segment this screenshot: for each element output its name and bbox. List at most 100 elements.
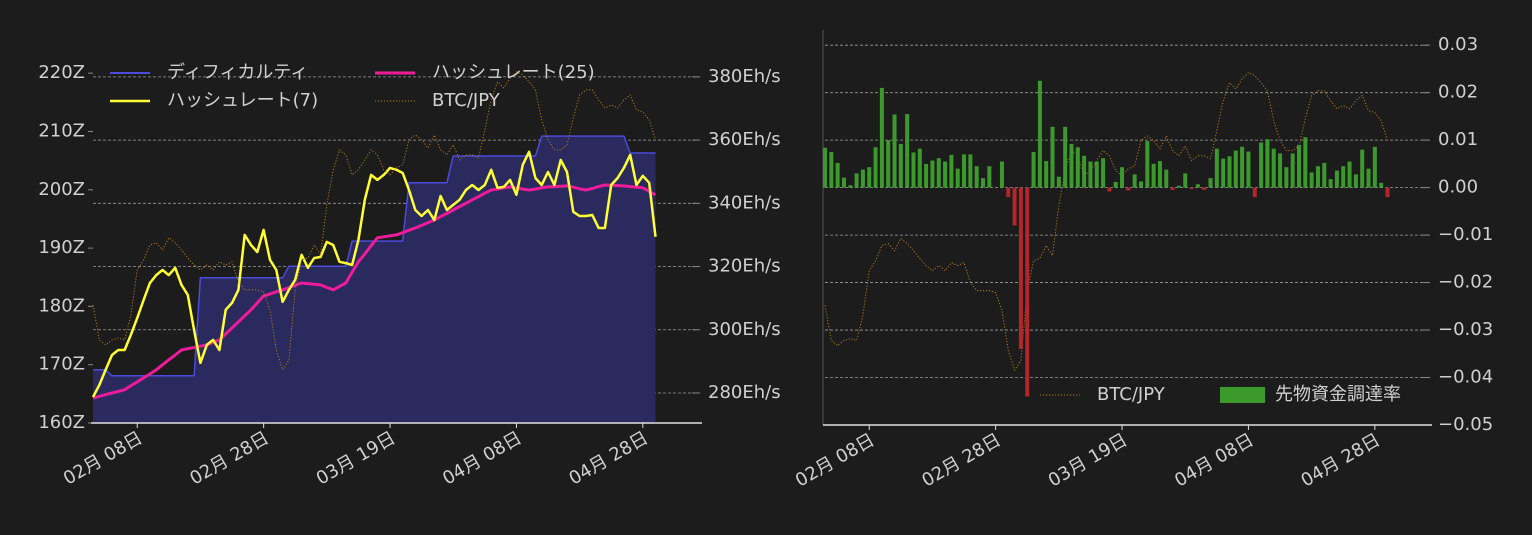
legend-label: 先物資金調達率 (1275, 384, 1401, 405)
legend-label: ハッシュレート(25) (432, 62, 595, 83)
bar (835, 162, 840, 188)
bar (879, 87, 884, 188)
bar (1170, 187, 1175, 190)
bar (1044, 161, 1049, 188)
bar (917, 148, 922, 188)
legend-label: BTC/JPY (432, 90, 501, 111)
bar (1113, 181, 1118, 188)
legend-swatch (1220, 387, 1265, 403)
bar (1284, 167, 1289, 188)
legend-label: ハッシュレート(7) (167, 90, 318, 111)
bar (1372, 146, 1377, 188)
y-tick-label: −0.03 (1438, 319, 1493, 340)
bar (1164, 169, 1169, 188)
bar (823, 147, 827, 188)
bar (1208, 178, 1213, 188)
legend: ディフィカルティ ハッシュレート(25) ハッシュレート(7) BTC/JPY (110, 62, 595, 111)
bar (1227, 156, 1232, 188)
bar (1101, 158, 1106, 188)
y-tick-label: −0.05 (1438, 414, 1493, 435)
bar (999, 161, 1004, 188)
y-tick-label: 170Z (38, 354, 85, 375)
bar (974, 166, 979, 188)
y-tick-label: 180Z (38, 295, 85, 316)
bar (955, 168, 960, 188)
bar (943, 161, 948, 188)
y-tick-label: 380Eh/s (708, 66, 781, 87)
bar (860, 169, 865, 188)
legend: BTC/JPY 先物資金調達率 (1040, 384, 1401, 405)
bar (981, 178, 985, 188)
bar (924, 163, 929, 188)
bar (1341, 166, 1346, 188)
y-tick-label: 190Z (38, 237, 85, 258)
bar (1075, 147, 1080, 188)
bar (1183, 173, 1188, 188)
bar (1315, 166, 1320, 188)
bar (1157, 161, 1162, 188)
bar (1056, 176, 1061, 188)
bar (1221, 158, 1226, 188)
bar (1132, 174, 1137, 188)
bar (1347, 161, 1352, 188)
y-tick-label: −0.01 (1438, 224, 1493, 245)
bar (848, 185, 853, 188)
bar (898, 143, 903, 188)
bar (1025, 187, 1030, 397)
bar (1094, 161, 1099, 188)
bar (1012, 187, 1017, 226)
y-tick-label: 0.00 (1438, 177, 1478, 198)
bar (1353, 174, 1358, 188)
bar (1088, 161, 1093, 188)
bar (1271, 148, 1276, 188)
bar (1322, 162, 1327, 188)
bar (1189, 187, 1194, 190)
bar (949, 154, 954, 188)
bar (892, 114, 897, 188)
bar (1139, 181, 1143, 188)
series-line (92, 71, 656, 371)
bar (1120, 167, 1125, 188)
bar (867, 167, 872, 188)
bar (854, 173, 859, 188)
y-tick-label: 210Z (38, 120, 85, 141)
bar (911, 152, 916, 188)
y-tick-label: 280Eh/s (708, 382, 781, 403)
bar (1082, 155, 1087, 188)
bar (1202, 187, 1207, 190)
bar (1063, 126, 1068, 188)
y-tick-label: −0.02 (1438, 272, 1493, 293)
bar (1195, 184, 1200, 188)
bar (1366, 168, 1371, 188)
bar (829, 152, 834, 188)
bar (873, 147, 878, 188)
bar (1240, 146, 1245, 188)
area-fill (93, 136, 656, 423)
bar (962, 154, 967, 188)
y-tick-label: 220Z (38, 62, 85, 83)
y-tick-label: 0.01 (1438, 129, 1478, 150)
y-tick-label: −0.04 (1438, 367, 1493, 388)
bar (1252, 187, 1257, 198)
bar (1246, 151, 1251, 188)
bar (905, 114, 910, 188)
bar (1290, 153, 1295, 188)
bar (930, 160, 935, 188)
bar (1037, 80, 1042, 188)
bar (1259, 142, 1264, 188)
y-tick-label: 0.03 (1438, 34, 1478, 55)
bar (968, 154, 973, 188)
bar (1278, 153, 1283, 188)
bar (1069, 143, 1074, 188)
y-tick-label: 300Eh/s (708, 319, 781, 340)
bar (936, 158, 941, 188)
y-tick-label: 160Z (38, 412, 85, 433)
legend-label: ディフィカルティ (167, 62, 308, 83)
bar (1379, 182, 1384, 188)
y-tick-label: 320Eh/s (708, 256, 781, 277)
y-tick-label: 0.02 (1438, 82, 1478, 103)
